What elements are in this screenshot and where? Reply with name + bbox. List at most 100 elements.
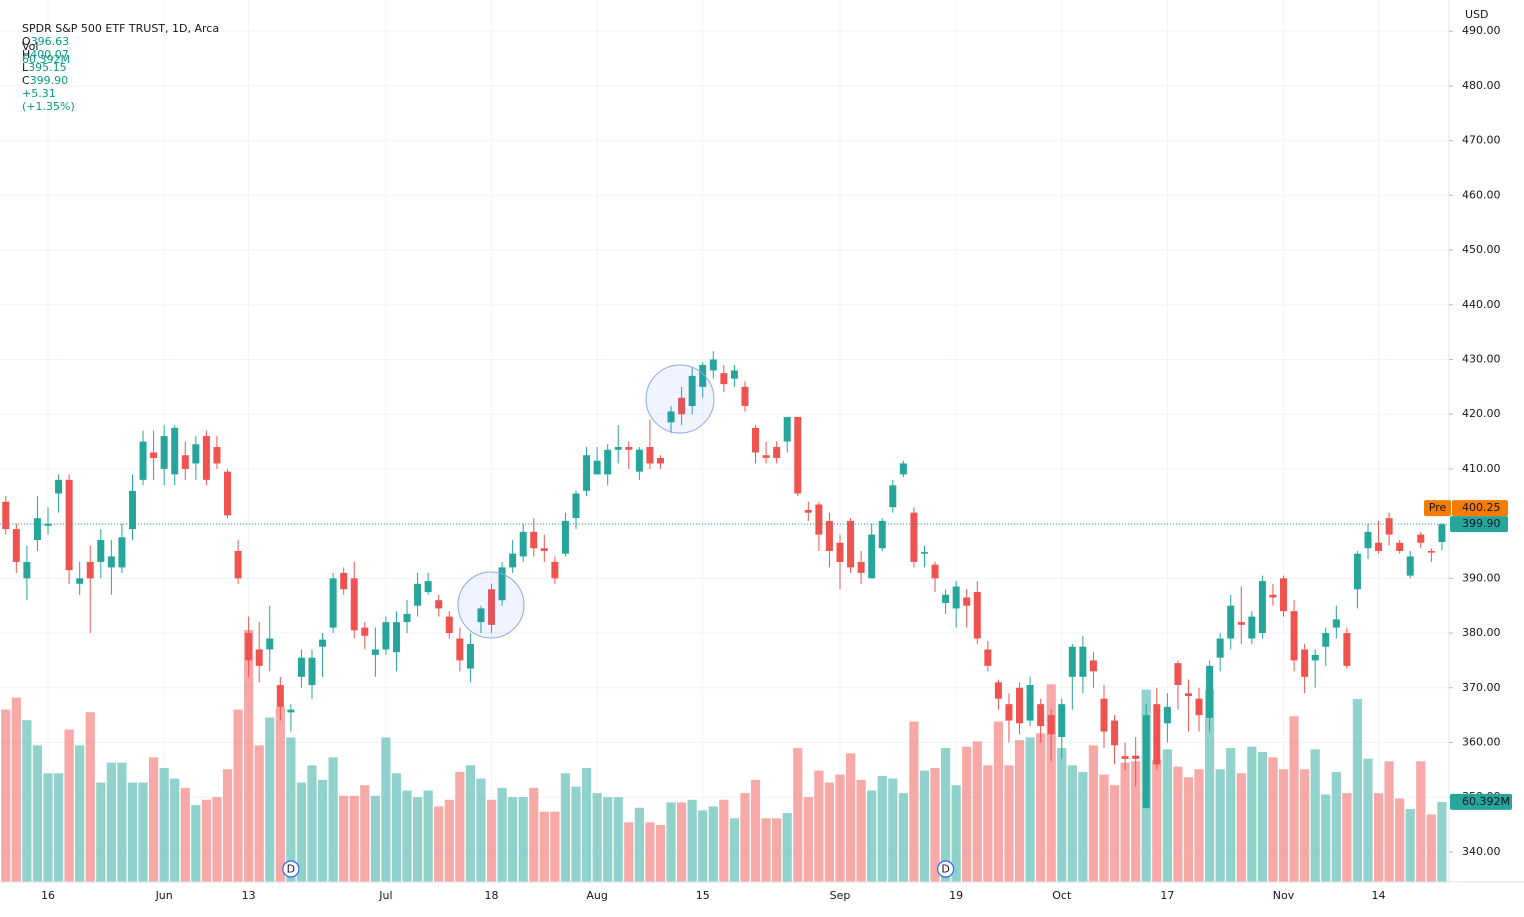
volume-bar [85,712,95,882]
volume-bar [1205,689,1215,882]
volume-bar [138,782,148,882]
volume-bar [1236,773,1246,882]
volume-bar [603,797,613,882]
candle-body [625,447,633,450]
candle-body [477,608,485,623]
candle-body [1258,581,1266,634]
volume-bar [845,753,856,882]
volume-bar [201,799,211,882]
volume-title: Vol [22,40,39,53]
candle-body [572,493,580,519]
x-tick-label: Aug [586,889,607,902]
volume-bar [624,822,634,882]
candle-body [942,594,950,603]
ohlc-value: 399.90 [29,74,69,87]
volume-bar [170,778,180,882]
candle-body [414,583,422,606]
volume-bar [444,799,454,882]
candle-body [392,622,400,653]
highlight-circle [457,571,525,639]
legend-row: SPDR S&P 500 ETF TRUST, 1D, Arca O396.63… [15,9,222,113]
candle-body [920,552,928,554]
candle-body [519,531,527,557]
volume-bar [465,765,475,882]
candle-body [23,561,31,579]
volume-bar [1384,761,1394,882]
volume-bar [708,806,718,882]
x-tick-label: 19 [949,889,963,902]
candle-body [730,370,738,379]
volume-bar [972,741,982,882]
candle-body [224,471,232,516]
candle-body [699,364,707,387]
volume-bar [106,762,116,882]
volume-bar [1321,794,1331,882]
volume-bar [149,757,159,882]
volume-bar [983,765,993,882]
candle-body [287,709,295,713]
ohlc-field: H400.07 [22,48,72,61]
candle-body [97,540,105,562]
candle-body [604,449,612,475]
volume-bar [486,799,497,882]
volume-bar [1152,759,1162,882]
candle-body [1016,687,1024,724]
candle-body [868,534,876,579]
candle-body [1311,654,1319,661]
x-tick-label: 14 [1372,889,1386,902]
volume-bar [381,737,391,882]
candle-body [55,479,63,494]
volume-bar [761,818,771,882]
volume-bar [1099,774,1109,882]
y-tick-label: 470.00 [1462,134,1501,147]
candle-body [1364,531,1372,549]
candle-body [171,427,179,475]
volume-bar [159,767,169,882]
y-tick-label: 410.00 [1462,462,1501,475]
volume-bar [1088,745,1099,882]
volume-bar [1109,785,1120,882]
volume-bar [1194,769,1204,882]
y-tick-label: 490.00 [1462,24,1501,37]
volume-bar [296,782,307,882]
y-tick-label: 370.00 [1462,681,1501,694]
volume-bar [814,770,824,882]
volume-bar [1025,737,1035,882]
dividend-label: D [287,863,295,876]
volume-tag [1450,793,1512,810]
change: +5.31 [22,87,56,100]
candle-body [773,447,781,458]
volume-bar [750,779,761,882]
candle-body [1079,646,1087,677]
volume-bar [339,795,349,882]
change-percent: (+1.35%) [22,100,75,113]
volume-bar [1183,777,1194,882]
candle-body [1353,553,1361,590]
y-tick-label: 430.00 [1462,352,1501,365]
ohlc-key: O [22,35,31,48]
symbol-title: SPDR S&P 500 ETF TRUST, 1D, Arca [22,22,220,35]
volume-bar [835,774,845,882]
volume-bar [1310,749,1320,882]
volume-bar [888,778,898,882]
candle-body [1153,704,1161,765]
candle-body [561,520,569,554]
volume-bar [508,797,518,882]
ohlc-value: 396.63 [30,35,70,48]
ohlc-key: H [22,48,31,61]
candle-body [1269,594,1277,598]
candle-body [741,386,749,406]
volume-bar [391,773,402,882]
candle-body [540,548,548,551]
candle-body [128,490,136,530]
volume-bar [729,818,739,882]
volume-bar [677,802,687,882]
volume-bar [1289,716,1299,882]
x-tick-label: 17 [1160,889,1174,902]
candle-body [1280,578,1288,612]
volume-bar [613,797,623,882]
axis-layer: 340.00350.00360.00370.00380.00390.00400.… [41,24,1512,902]
volume-bar [962,746,972,882]
volume-bar [360,785,370,882]
